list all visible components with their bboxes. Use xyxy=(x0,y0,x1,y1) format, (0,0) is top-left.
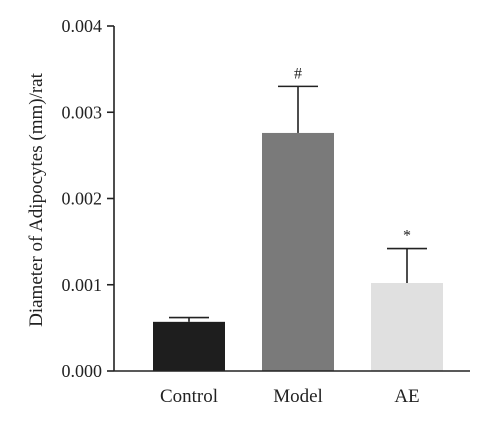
y-tick-label-4: 0.004 xyxy=(62,16,103,36)
y-tick-label-2: 0.002 xyxy=(62,189,103,209)
annotations-group: #* xyxy=(294,65,411,244)
x-tick-label-ae: AE xyxy=(394,386,419,407)
bar-model xyxy=(262,132,334,371)
y-tick-label-1: 0.001 xyxy=(62,275,103,295)
x-tick-label-control: Control xyxy=(160,386,218,407)
bar-control xyxy=(153,321,225,371)
significance-mark-model: # xyxy=(294,65,302,82)
y-tick-label-3: 0.003 xyxy=(62,102,103,122)
axes-group: Control Model AE 0.000 0.001 0.002 0.003 0.004 xyxy=(62,16,470,407)
significance-mark-ae: * xyxy=(403,228,411,245)
bars-group xyxy=(153,132,443,371)
y-tick-label-0: 0.000 xyxy=(62,361,103,381)
bar-ae xyxy=(371,283,443,371)
y-axis-label: Diameter of Adipocytes (mm)/rat xyxy=(26,72,47,327)
x-tick-label-model: Model xyxy=(273,386,323,407)
error-bars-group xyxy=(169,85,427,322)
